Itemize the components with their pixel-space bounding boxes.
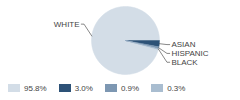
svg-text:HISPANIC: HISPANIC [171, 49, 208, 58]
svg-text:BLACK: BLACK [171, 58, 198, 67]
html-text:0.3%: 0.3% [167, 83, 186, 93]
svg-text:ASIAN: ASIAN [171, 40, 195, 49]
html-text:95.8%: 95.8% [24, 83, 47, 93]
svg-text:WHITE: WHITE [54, 20, 80, 29]
html-text:0.9%: 0.9% [120, 83, 140, 93]
html-text:3.0%: 3.0% [74, 83, 93, 93]
